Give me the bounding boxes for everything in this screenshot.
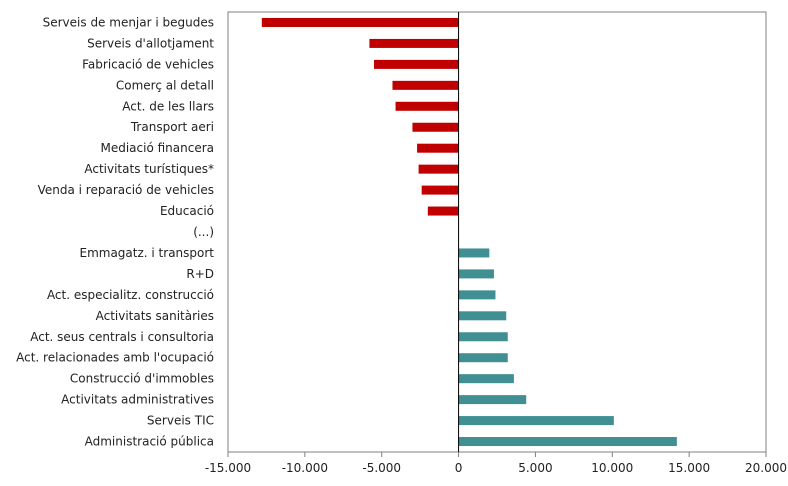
bar bbox=[417, 143, 459, 153]
bar bbox=[458, 332, 508, 342]
category-label: Educació bbox=[160, 204, 214, 218]
bar bbox=[458, 311, 507, 321]
category-label: R+D bbox=[186, 267, 214, 281]
bar bbox=[458, 416, 614, 426]
category-label: Fabricació de vehicles bbox=[82, 57, 214, 71]
plot-area-border bbox=[227, 11, 767, 453]
category-label: Venda i reparació de vehicles bbox=[38, 183, 214, 197]
category-label: Mediació financera bbox=[100, 141, 214, 155]
bar bbox=[458, 353, 508, 363]
x-tick-label: -15.000 bbox=[205, 461, 251, 475]
bar bbox=[412, 122, 459, 132]
category-label: Construcció d'immobles bbox=[70, 372, 214, 386]
x-tick-label: 0 bbox=[455, 461, 463, 475]
bar bbox=[458, 395, 527, 405]
category-label: (...) bbox=[193, 225, 214, 239]
bar bbox=[427, 206, 459, 216]
category-label: Administració pública bbox=[85, 435, 214, 449]
x-tick-label: -10.000 bbox=[282, 461, 328, 475]
category-label: Serveis TIC bbox=[147, 414, 214, 428]
category-label: Activitats turístiques* bbox=[84, 162, 214, 176]
category-label: Serveis de menjar i begudes bbox=[43, 15, 214, 29]
category-label: Act. especialitz. construcció bbox=[47, 288, 214, 302]
category-label: Emmagatz. i transport bbox=[79, 246, 214, 260]
bar bbox=[369, 38, 459, 48]
x-tick-label: 20.000 bbox=[745, 461, 787, 475]
category-label: Act. seus centrals i consultoria bbox=[30, 330, 214, 344]
bar bbox=[458, 290, 496, 300]
x-tick-label: -5.000 bbox=[362, 461, 401, 475]
bar bbox=[374, 59, 459, 69]
bar bbox=[418, 164, 459, 174]
category-label: Serveis d'allotjament bbox=[87, 36, 214, 50]
category-label: Act. de les llars bbox=[122, 99, 214, 113]
category-label: Activitats administratives bbox=[61, 393, 214, 407]
bar bbox=[392, 80, 459, 90]
category-label: Transport aeri bbox=[130, 120, 214, 134]
bar bbox=[421, 185, 459, 195]
bar bbox=[395, 101, 459, 111]
bar bbox=[261, 17, 459, 27]
x-tick-label: 5.000 bbox=[518, 461, 552, 475]
bar bbox=[458, 437, 677, 447]
bar bbox=[458, 374, 514, 384]
category-label: Act. relacionades amb l'ocupació bbox=[16, 351, 214, 365]
x-tick-label: 10.000 bbox=[591, 461, 633, 475]
category-label: Activitats sanitàries bbox=[96, 309, 214, 323]
bar bbox=[458, 248, 490, 258]
bar bbox=[458, 269, 494, 279]
x-tick-label: 15.000 bbox=[668, 461, 710, 475]
category-label: Comerç al detall bbox=[116, 78, 214, 92]
